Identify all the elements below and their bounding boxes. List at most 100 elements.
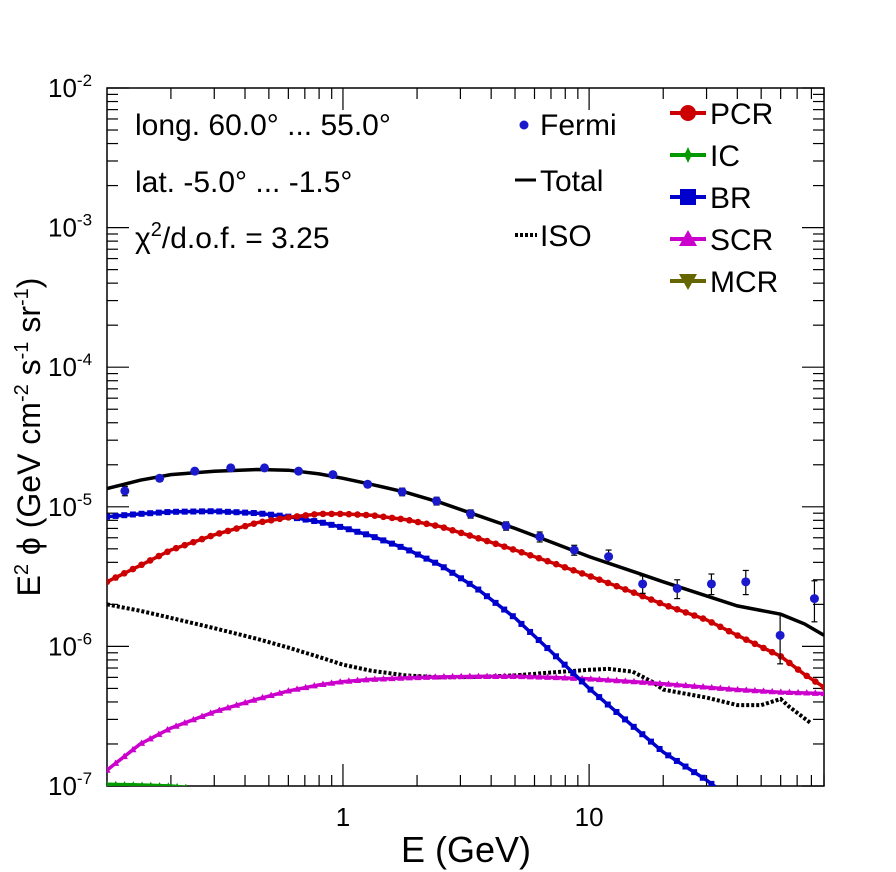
marker-scr <box>276 689 284 696</box>
marker-scr <box>440 673 448 680</box>
marker-pcr <box>181 541 189 549</box>
marker-scr <box>137 739 146 746</box>
y-tick-label: 10-7 <box>48 769 92 801</box>
marker-br <box>121 512 128 519</box>
marker-scr <box>129 745 137 753</box>
marker-scr <box>682 681 690 689</box>
marker-scr <box>328 679 336 686</box>
marker-pcr <box>492 540 500 548</box>
marker-br <box>129 511 136 518</box>
x-tick-label: 1 <box>336 802 350 832</box>
marker-br <box>440 564 447 571</box>
marker-scr <box>448 672 457 680</box>
marker-pcr <box>578 570 586 577</box>
y-tick-label: 10-3 <box>48 211 92 243</box>
marker-scr <box>293 685 301 692</box>
fermi-point <box>672 583 682 593</box>
marker-scr <box>345 677 353 684</box>
marker-ic <box>184 783 188 786</box>
marker-pcr <box>639 592 646 600</box>
marker-br <box>622 716 629 723</box>
marker-scr <box>423 673 431 680</box>
fermi-point <box>190 466 200 476</box>
marker-pcr <box>155 552 163 560</box>
marker-br <box>190 508 197 515</box>
marker-scr <box>371 675 379 682</box>
legend-mcr-marker <box>679 274 697 290</box>
marker-scr <box>734 685 742 693</box>
marker-pcr <box>406 516 413 524</box>
marker-scr <box>647 679 655 686</box>
marker-scr <box>656 679 664 687</box>
marker-pcr <box>535 554 543 562</box>
legend-fermi-marker <box>519 120 529 130</box>
marker-scr <box>751 686 759 694</box>
marker-pcr <box>397 515 405 523</box>
marker-br <box>561 661 568 668</box>
marker-scr <box>777 688 785 695</box>
marker-scr <box>466 672 474 680</box>
marker-br <box>363 531 370 538</box>
marker-scr <box>690 682 699 689</box>
marker-br <box>198 508 205 515</box>
fermi-point <box>328 470 338 480</box>
marker-scr <box>509 672 517 679</box>
marker-scr <box>379 675 388 682</box>
marker-br <box>518 620 525 627</box>
marker-scr <box>146 734 154 742</box>
marker-br <box>492 599 499 606</box>
fermi-point <box>466 509 476 519</box>
marker-scr <box>595 675 603 683</box>
marker-pcr <box>475 534 482 542</box>
marker-br <box>509 613 516 620</box>
marker-br <box>311 518 318 525</box>
fermi-point <box>775 630 785 640</box>
y-tick-label: 10-5 <box>48 490 92 522</box>
y-tick-label: 10-6 <box>48 629 92 661</box>
marker-scr <box>569 674 578 681</box>
y-axis-label: E2 ϕ (GeV cm-2 s-1 sr-1) <box>11 278 47 597</box>
legend-left: Fermi Total ISO <box>515 109 617 253</box>
legend-ic-label: IC <box>710 140 740 173</box>
marker-pcr <box>250 520 258 527</box>
marker-pcr <box>276 515 284 523</box>
marker-br <box>665 752 672 759</box>
marker-scr <box>794 688 802 696</box>
marker-scr <box>518 672 526 680</box>
plot-series <box>107 463 824 786</box>
marker-scr <box>543 673 552 680</box>
legend-pcr-label: PCR <box>710 98 773 131</box>
fermi-point <box>706 579 716 589</box>
marker-pcr <box>423 520 430 528</box>
marker-br <box>138 510 145 517</box>
marker-pcr <box>604 579 612 587</box>
legend-iso-label: ISO <box>540 220 592 253</box>
marker-scr <box>803 689 811 696</box>
marker-scr <box>768 687 776 695</box>
axis-tick-labels: 1 10 10-7 10-6 10-5 10-4 10-3 10-2 <box>48 71 604 832</box>
marker-pcr <box>682 609 690 616</box>
fermi-point <box>432 496 442 506</box>
marker-scr <box>535 673 543 680</box>
marker-pcr <box>164 548 171 556</box>
marker-br <box>164 509 171 516</box>
marker-scr <box>310 682 318 689</box>
marker-br <box>147 510 154 517</box>
marker-pcr <box>596 576 603 584</box>
marker-pcr <box>725 627 733 635</box>
marker-pcr <box>673 606 681 613</box>
fermi-point <box>604 552 614 562</box>
marker-br <box>639 731 646 738</box>
marker-pcr <box>622 586 629 593</box>
marker-pcr <box>751 640 759 648</box>
marker-scr <box>604 676 612 683</box>
marker-pcr <box>466 532 474 539</box>
marker-br <box>604 701 611 708</box>
marker-pcr <box>734 632 741 639</box>
marker-pcr <box>112 574 119 581</box>
marker-br <box>544 645 551 652</box>
marker-pcr <box>190 538 197 546</box>
marker-br <box>699 774 706 781</box>
marker-pcr <box>120 570 128 577</box>
